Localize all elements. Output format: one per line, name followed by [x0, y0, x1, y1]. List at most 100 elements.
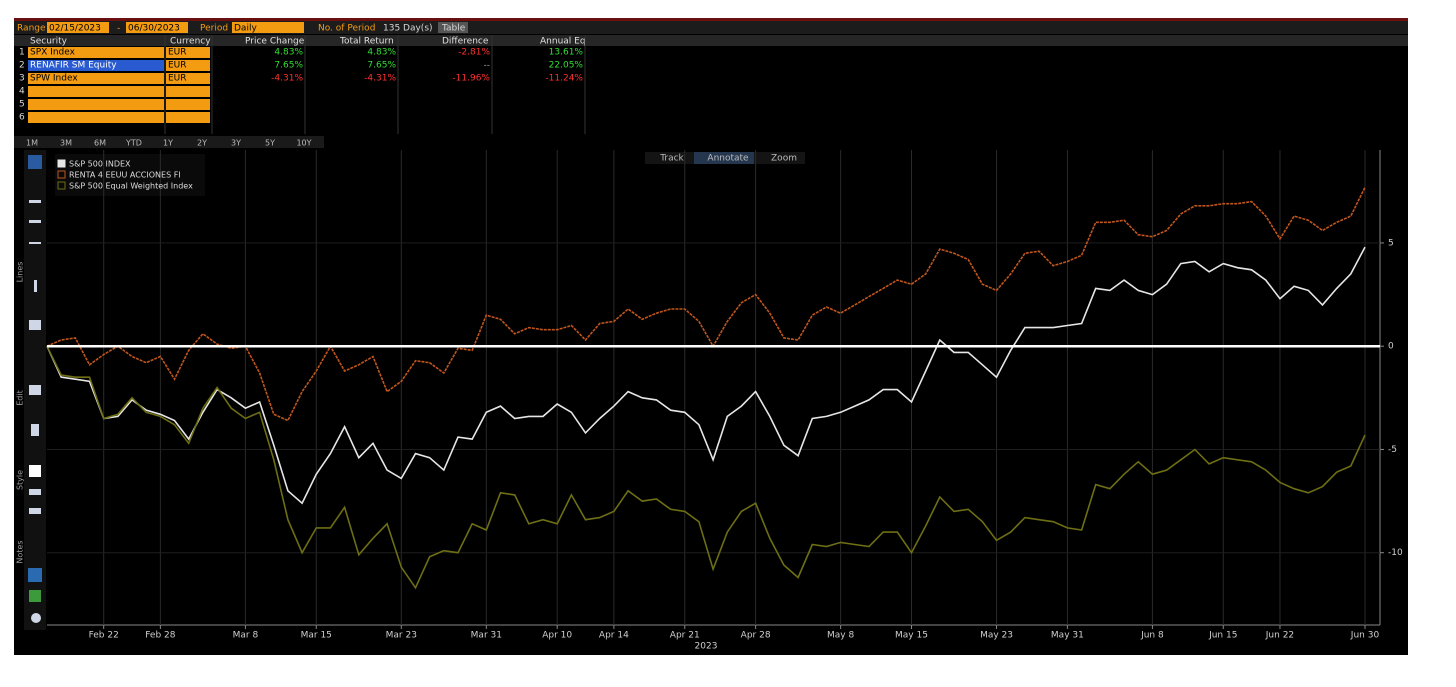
- x-tick-label: Feb 22: [89, 631, 119, 641]
- x-tick-label: Jun 8: [1140, 631, 1164, 641]
- security-cell[interactable]: [28, 60, 164, 71]
- period-button[interactable]: 3Y: [231, 139, 241, 148]
- x-tick-label: May 8: [827, 631, 854, 641]
- tool-button[interactable]: Annotate: [707, 154, 749, 164]
- y-tick-label: 5: [1388, 238, 1394, 248]
- row-number: 5: [19, 100, 25, 110]
- period-button[interactable]: 10Y: [296, 139, 311, 148]
- column-header: Currency: [170, 37, 211, 47]
- palette-tool[interactable]: [29, 590, 41, 602]
- line-tool[interactable]: [29, 200, 41, 203]
- magnet-tool[interactable]: [28, 568, 42, 582]
- period-button[interactable]: YTD: [125, 139, 142, 148]
- tool-active: [694, 152, 754, 164]
- table-cell: 7.65%: [367, 61, 396, 71]
- legend-label: RENTA 4 EEUU ACCIONES FI: [69, 171, 181, 180]
- end-date[interactable]: 06/30/2023: [128, 24, 180, 34]
- hline-tool[interactable]: [29, 242, 41, 244]
- row-number: 2: [19, 61, 25, 71]
- table-cell: --: [484, 61, 491, 71]
- security-cell[interactable]: [28, 112, 164, 123]
- column-header: Total Return: [339, 37, 394, 47]
- security-cell[interactable]: [28, 47, 164, 58]
- table-cell: -11.96%: [452, 74, 490, 84]
- table-cell: EUR: [168, 48, 187, 58]
- toolbar-section: Style: [16, 470, 25, 490]
- series-line: [46, 345, 1366, 590]
- x-tick-label: Apr 21: [670, 631, 700, 641]
- y-tick-label: 0: [1388, 342, 1394, 352]
- currency-cell[interactable]: [166, 60, 210, 71]
- toolbar-section: Notes: [16, 540, 25, 563]
- table-cell: EUR: [168, 74, 187, 84]
- tool-button[interactable]: Zoom: [771, 154, 797, 164]
- end-field[interactable]: [126, 22, 188, 33]
- period-value[interactable]: Daily: [234, 24, 257, 34]
- dash-tool[interactable]: [29, 508, 41, 514]
- legend-label: S&P 500 INDEX: [69, 160, 131, 169]
- currency-cell[interactable]: [166, 47, 210, 58]
- toolbar-section: Edit: [16, 390, 25, 406]
- count-label: No. of Period: [318, 24, 375, 34]
- series-line: [46, 186, 1366, 422]
- x-tick-label: May 31: [1051, 631, 1084, 641]
- legend-swatch: [57, 159, 66, 168]
- row-number: 4: [19, 87, 25, 97]
- x-tick-label: Mar 8: [233, 631, 259, 641]
- pointer-tool[interactable]: [28, 155, 42, 169]
- currency-cell[interactable]: [166, 112, 210, 123]
- top-border: [14, 18, 1408, 21]
- delete-tool[interactable]: [31, 424, 39, 436]
- tool-button[interactable]: Track: [659, 154, 684, 164]
- table-cell: 22.05%: [549, 61, 584, 71]
- x-tick-label: May 15: [895, 631, 928, 641]
- x-tick-label: Apr 14: [599, 631, 629, 641]
- x-axis-label: 2023: [695, 642, 718, 652]
- row-number: 3: [19, 74, 25, 84]
- table-cell: 13.61%: [549, 48, 584, 58]
- period-label: Period: [200, 24, 228, 34]
- currency-cell[interactable]: [166, 73, 210, 84]
- legend-swatch: [57, 170, 66, 179]
- ray-tool[interactable]: [29, 220, 41, 223]
- settings-tool[interactable]: [31, 613, 41, 623]
- terminal-panel: [14, 18, 1408, 655]
- table-cell: -4.31%: [271, 74, 303, 84]
- color-tool[interactable]: [29, 465, 41, 477]
- range-label: Range: [17, 24, 46, 34]
- table-cell: 7.65%: [274, 61, 303, 71]
- width-tool[interactable]: [29, 489, 41, 495]
- column-header: Annual Eq: [540, 37, 586, 47]
- period-button[interactable]: 2Y: [197, 139, 207, 148]
- security-cell[interactable]: [28, 73, 164, 84]
- x-tick-label: Feb 28: [145, 631, 176, 641]
- view-label[interactable]: Table: [441, 24, 466, 34]
- currency-cell[interactable]: [166, 99, 210, 110]
- x-tick-label: May 23: [980, 631, 1013, 641]
- period-button[interactable]: 1Y: [163, 139, 173, 148]
- currency-cell[interactable]: [166, 86, 210, 97]
- start-date[interactable]: 02/15/2023: [49, 24, 101, 34]
- table-cell: -2.81%: [458, 48, 490, 58]
- vline-tool[interactable]: [34, 280, 37, 292]
- view-button[interactable]: [438, 22, 468, 33]
- table-cell: SPW Index: [30, 74, 78, 84]
- start-field[interactable]: [47, 22, 109, 33]
- period-field[interactable]: [232, 22, 304, 33]
- x-tick-label: Mar 31: [471, 631, 502, 641]
- period-button[interactable]: 1M: [26, 139, 38, 148]
- security-cell[interactable]: [28, 99, 164, 110]
- y-tick-label: -10: [1388, 548, 1403, 558]
- table-cell: 4.83%: [367, 48, 396, 58]
- period-button[interactable]: 6M: [94, 139, 106, 148]
- security-cell[interactable]: [28, 86, 164, 97]
- x-tick-label: Mar 23: [386, 631, 417, 641]
- toolbar-section: Lines: [16, 262, 25, 283]
- period-button[interactable]: 5Y: [265, 139, 275, 148]
- row-number: 6: [19, 113, 25, 123]
- move-tool[interactable]: [29, 385, 41, 395]
- period-button[interactable]: 3M: [60, 139, 72, 148]
- channel-tool[interactable]: [29, 320, 41, 330]
- header-bar: [14, 21, 1408, 34]
- legend-swatch: [57, 181, 66, 190]
